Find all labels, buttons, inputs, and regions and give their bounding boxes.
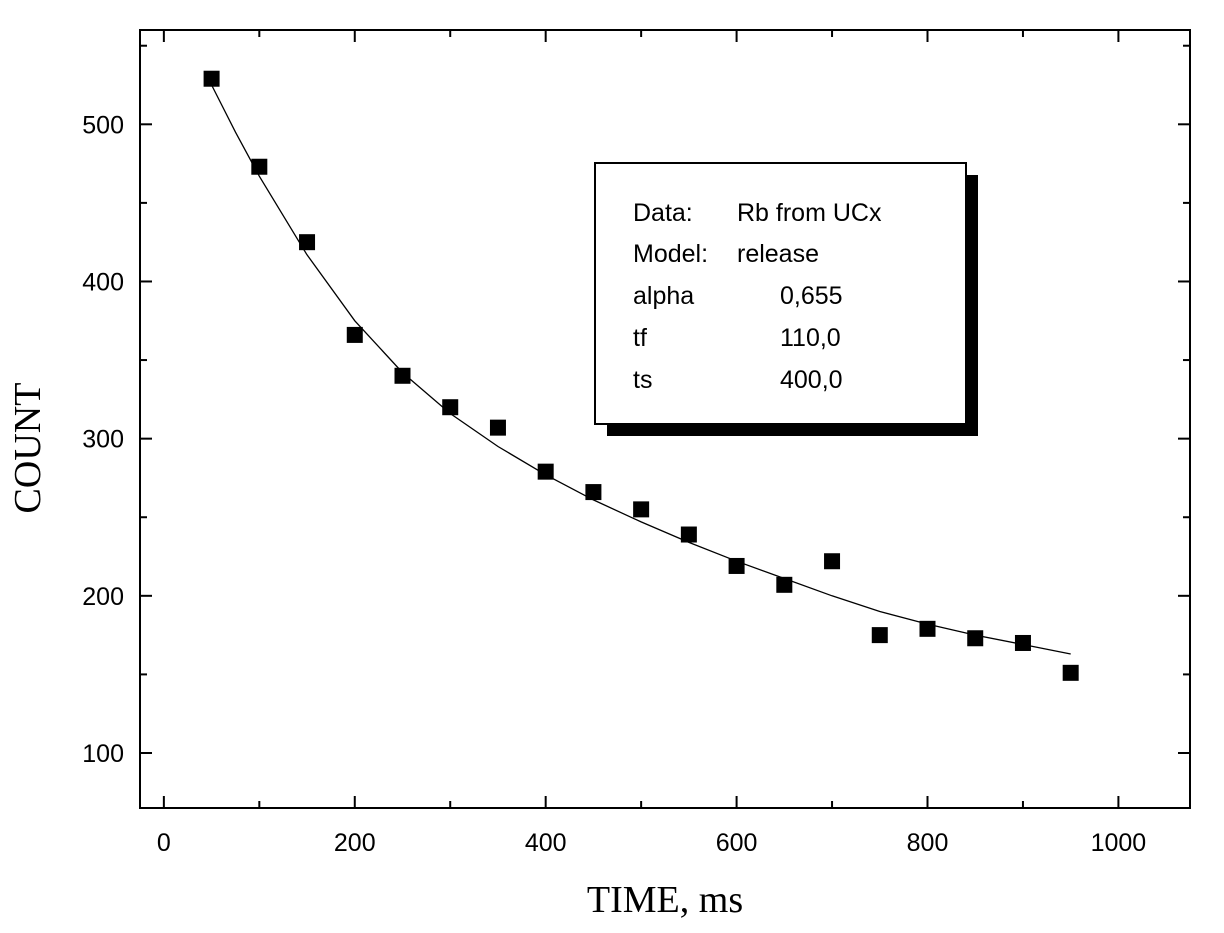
info-box: Data: Rb from UCx Model: release alpha 0…: [594, 162, 978, 436]
y-tick-label: 200: [82, 583, 124, 611]
y-axis-title: COUNT: [7, 383, 49, 514]
info-value-ts: 400,0: [780, 366, 843, 394]
data-point: [203, 70, 220, 87]
data-point: [824, 553, 841, 570]
data-point: [776, 576, 793, 593]
info-value-model: release: [737, 240, 819, 268]
data-point: [680, 526, 697, 543]
ticks-layer: 0 200 400 600 800 1000 100 200 300 400 500: [82, 30, 1190, 857]
info-key-model: Model:: [633, 240, 708, 268]
y-tick-label: 400: [82, 268, 124, 296]
data-point: [299, 234, 316, 251]
y-tick-label: 100: [82, 740, 124, 768]
info-key-data: Data:: [633, 199, 693, 227]
x-tick-label: 600: [716, 829, 758, 857]
x-tick-label: 400: [525, 829, 567, 857]
x-tick-label: 0: [157, 829, 171, 857]
data-point: [394, 367, 411, 384]
x-axis-title: TIME, ms: [587, 879, 743, 921]
data-point: [585, 484, 602, 501]
data-point: [346, 326, 363, 343]
info-key-ts: ts: [633, 366, 652, 394]
data-point: [633, 501, 650, 518]
data-point: [537, 463, 554, 480]
info-value-tf: 110,0: [780, 324, 841, 352]
y-tick-label: 300: [82, 426, 124, 454]
data-point: [967, 630, 984, 647]
data-point: [442, 399, 459, 416]
data-point: [728, 557, 745, 574]
x-tick-label: 1000: [1091, 829, 1147, 857]
data-point: [1014, 634, 1031, 651]
data-point: [919, 620, 936, 637]
x-tick-label: 200: [334, 829, 376, 857]
plot-frame: [139, 29, 1191, 809]
y-tick-label: 500: [82, 111, 124, 139]
info-box-panel: [594, 162, 967, 425]
data-point: [1062, 664, 1079, 681]
info-key-alpha: alpha: [633, 282, 694, 310]
data-point: [251, 158, 268, 175]
points-layer: [203, 70, 1079, 681]
data-point: [871, 627, 888, 644]
info-key-tf: tf: [633, 324, 647, 352]
x-tick-label: 800: [907, 829, 949, 857]
info-value-data: Rb from UCx: [737, 199, 882, 227]
data-point: [489, 419, 506, 436]
info-value-alpha: 0,655: [780, 282, 843, 310]
